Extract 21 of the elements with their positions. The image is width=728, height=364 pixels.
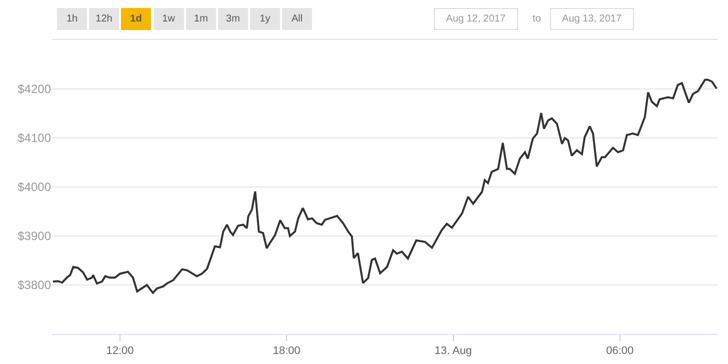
x-tick-label: 13. Aug (434, 345, 472, 358)
text: 1y (260, 14, 270, 24)
x-tick-label: 12:00 (106, 345, 134, 358)
text: Aug 13, 2017 (562, 14, 622, 24)
y-tick-label: $4000 (18, 180, 52, 194)
text: 1h (66, 14, 78, 24)
x-tick-label: 06:00 (606, 345, 634, 358)
y-tick-label: $3800 (18, 278, 52, 292)
line-series (52, 78, 718, 294)
text: 1d (130, 14, 142, 24)
text: to (532, 14, 542, 24)
x-tick-label: 18:00 (272, 345, 300, 358)
text: 3m (226, 14, 240, 24)
text: 12h (96, 14, 112, 24)
text: Aug 12, 2017 (446, 14, 506, 24)
y-tick-label: $4100 (18, 131, 52, 146)
text: 1w (162, 14, 176, 24)
text: All (291, 14, 303, 24)
text: 1m (194, 14, 208, 24)
y-tick-label: $4200 (18, 82, 52, 96)
y-tick-label: $3900 (18, 229, 52, 244)
